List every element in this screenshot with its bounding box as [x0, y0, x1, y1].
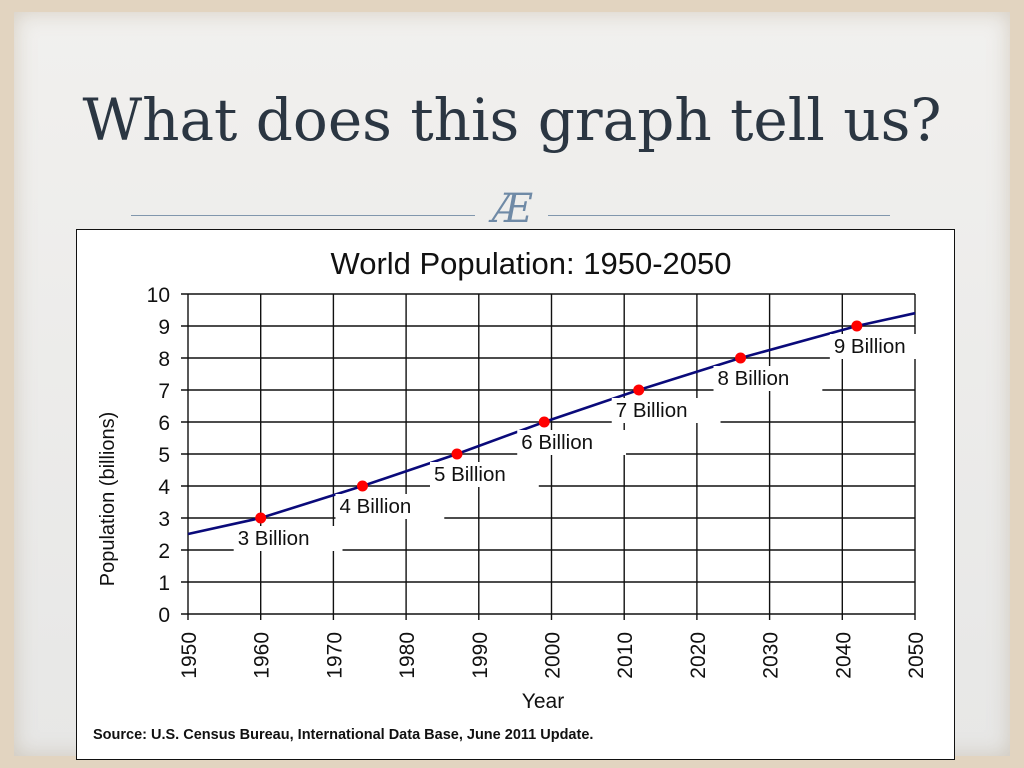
y-tick-label: 9	[158, 316, 170, 339]
y-tick-label: 7	[158, 380, 170, 403]
x-tick-label: 1990	[469, 632, 492, 679]
x-tick-label: 2040	[832, 632, 855, 679]
milestone-point	[851, 320, 863, 332]
milestone-label-bg	[611, 398, 721, 423]
milestone-label: 9 Billion	[834, 335, 906, 358]
x-tick-label: 1950	[178, 632, 201, 679]
y-tick-label: 2	[158, 540, 170, 563]
milestones: 3 Billion 4 Billion 5 Billion 6 Billion 7 Bi…	[233, 320, 939, 551]
y-axis-label: Population (billions)	[97, 412, 119, 587]
milestone-point	[451, 448, 463, 460]
y-tick-label: 8	[158, 348, 170, 371]
title-divider-right	[548, 215, 890, 216]
milestone-label-bg	[429, 462, 539, 487]
milestone-label-bg	[233, 526, 343, 551]
decorative-flourish-icon: Æ	[491, 186, 533, 232]
grid	[181, 293, 916, 620]
milestone-point	[633, 384, 645, 396]
source-note: Source: U.S. Census Bureau, Internationa…	[93, 727, 594, 743]
milestone-point	[538, 416, 550, 428]
x-tick-label: 2020	[687, 632, 710, 679]
y-tick-label: 5	[158, 444, 170, 467]
x-tick-label: 2030	[760, 632, 783, 679]
milestone-label-bg	[335, 494, 445, 519]
population-chart: World Population: 1950-2050 Population (…	[97, 246, 939, 713]
milestone-label: 8 Billion	[718, 367, 790, 390]
milestone-label: 6 Billion	[521, 431, 593, 454]
x-tick-label: 1980	[396, 632, 419, 679]
milestone-label: 4 Billion	[339, 495, 411, 518]
slide-title: What does this graph tell us?	[82, 86, 942, 154]
x-tick-label: 2000	[542, 632, 565, 679]
milestone-point	[356, 480, 368, 492]
milestone-label-bg	[713, 366, 823, 391]
chart-panel: World Population: 1950-2050 Population (…	[76, 229, 955, 760]
x-tick-label: 1970	[323, 632, 346, 679]
milestone-label-bg	[517, 430, 627, 455]
y-tick-label: 6	[158, 412, 170, 435]
milestone-point	[735, 352, 747, 364]
milestone-label-bg	[829, 334, 939, 359]
x-tick-label: 2010	[614, 632, 637, 679]
x-axis-label: Year	[522, 690, 564, 713]
y-tick-label: 1	[158, 572, 170, 595]
x-tick-label: 2050	[905, 632, 928, 679]
y-tick-label: 3	[158, 508, 170, 531]
milestone-label: 7 Billion	[616, 399, 688, 422]
milestone-label: 5 Billion	[434, 463, 506, 486]
y-tick-label: 10	[147, 284, 170, 307]
x-tick-label: 1960	[251, 632, 274, 679]
y-tick-label: 4	[158, 476, 170, 499]
chart-title: World Population: 1950-2050	[331, 246, 732, 281]
milestone-label: 3 Billion	[238, 527, 310, 550]
milestone-point	[255, 512, 267, 524]
tick-labels: 0 1 2 3 4 5 6 7 8 9 10 1950 1960 1970 1980 1990 2000 2010…	[147, 284, 928, 679]
title-divider-left	[131, 215, 475, 216]
y-tick-label: 0	[158, 604, 170, 627]
